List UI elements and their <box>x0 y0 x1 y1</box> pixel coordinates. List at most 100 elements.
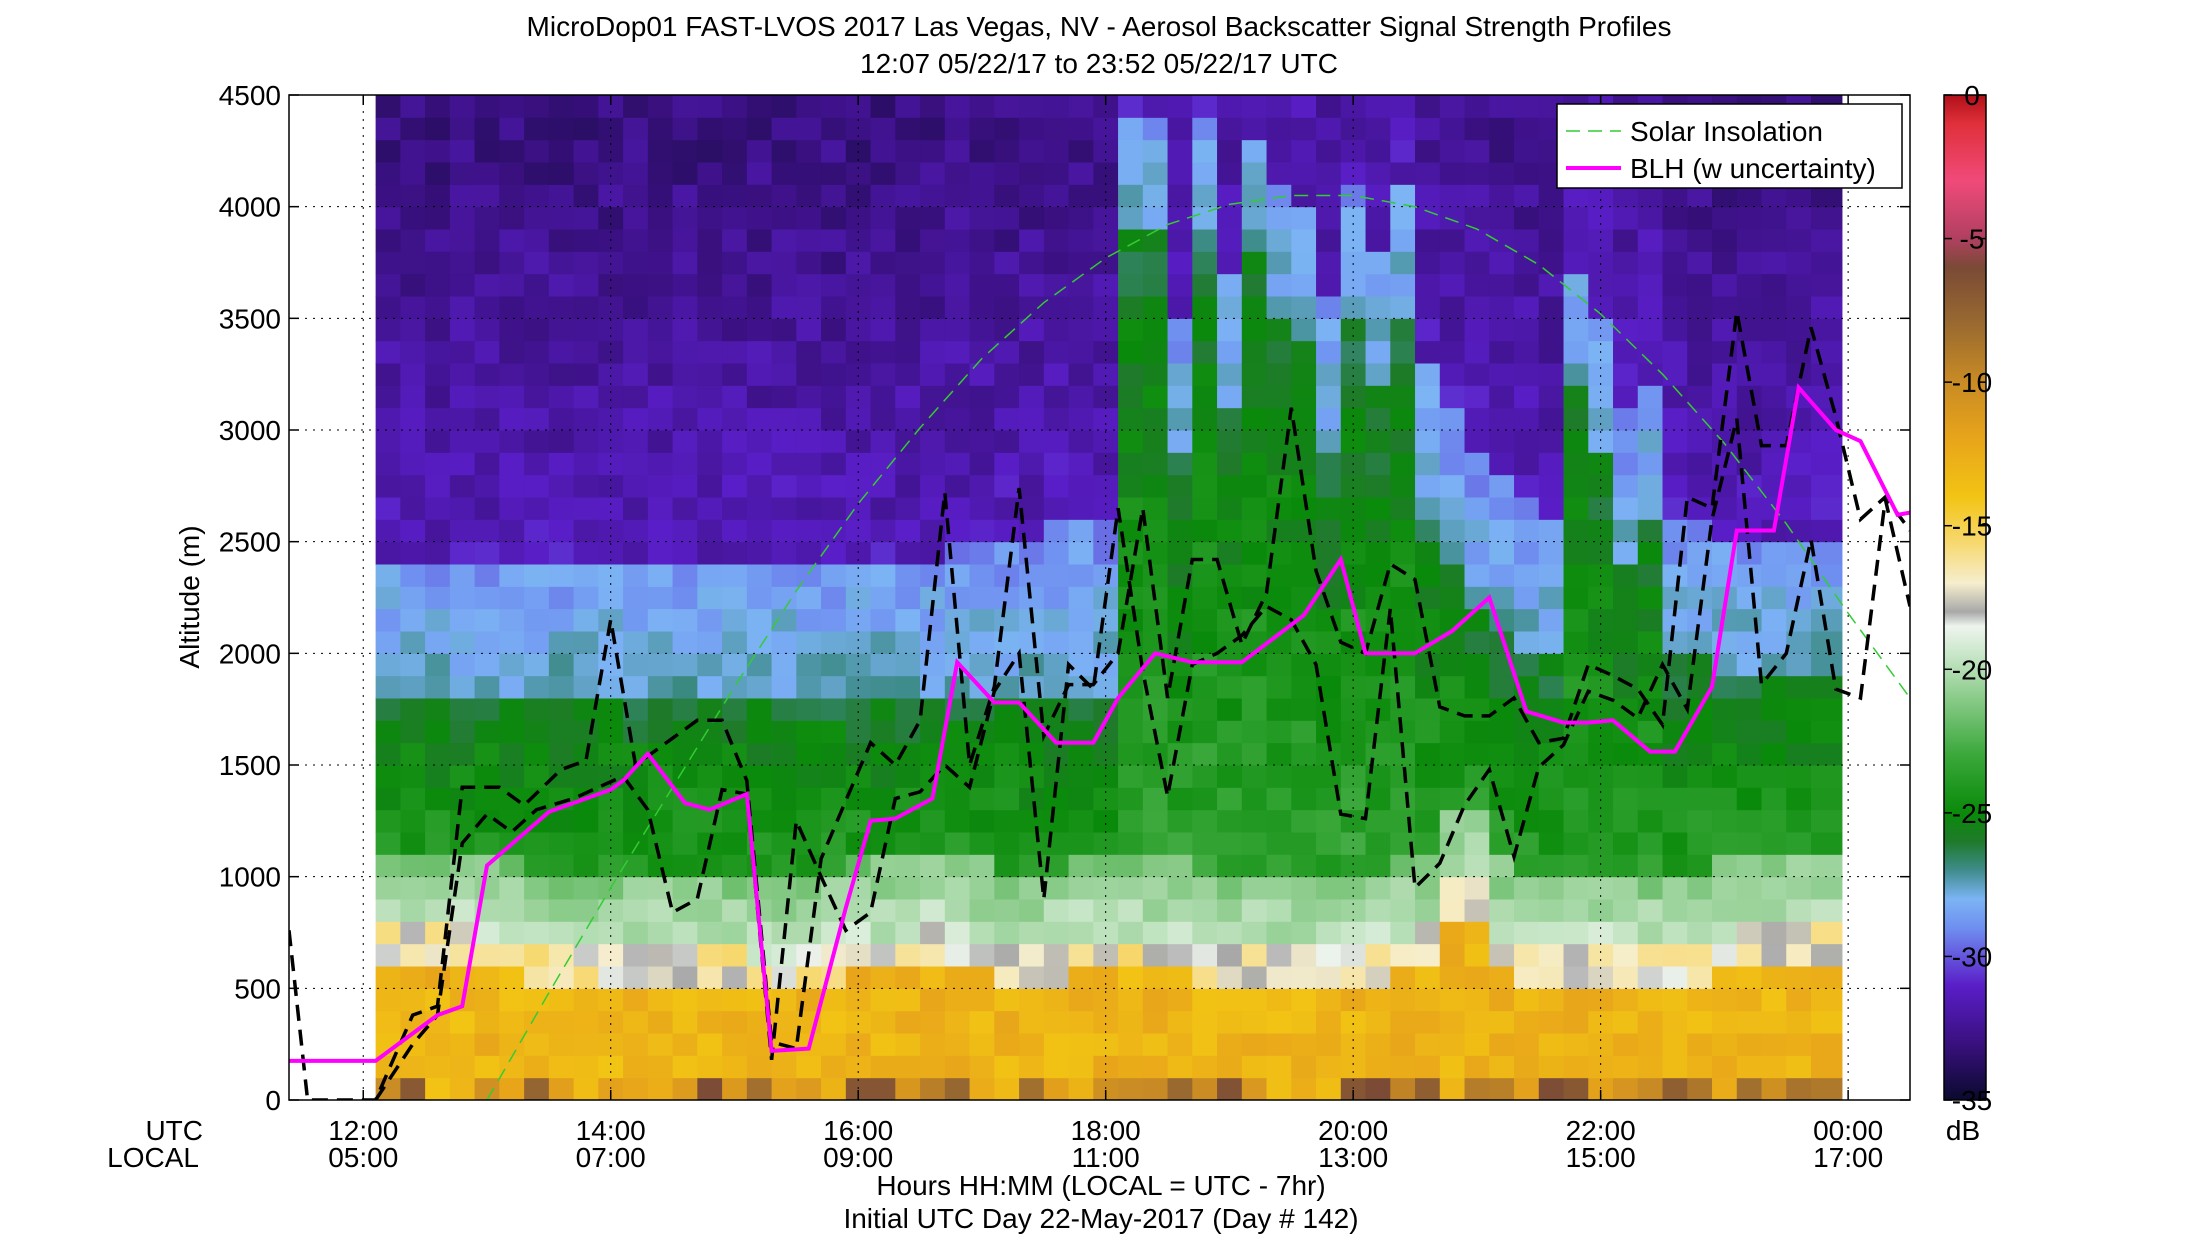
heatmap-cell <box>1093 184 1125 208</box>
heatmap-cell <box>1687 1033 1719 1056</box>
heatmap-cell <box>944 943 977 967</box>
heatmap-cell <box>1266 675 1298 699</box>
heatmap-cell <box>1811 452 1843 476</box>
heatmap-cell <box>1514 966 1546 989</box>
heatmap-cell <box>499 854 531 878</box>
heatmap-cell <box>1538 430 1571 453</box>
heatmap-cell <box>647 251 680 275</box>
heatmap-cell <box>1217 899 1249 922</box>
heatmap-cell <box>425 273 457 297</box>
heatmap-cell <box>1043 162 1076 185</box>
heatmap-cell <box>1538 229 1571 252</box>
heatmap-cell <box>499 117 531 141</box>
heatmap-cell <box>375 921 408 945</box>
heatmap-cell <box>1489 184 1521 208</box>
heatmap-cell <box>598 519 630 543</box>
heatmap-cell <box>598 586 630 610</box>
heatmap-cell <box>1761 854 1793 878</box>
heatmap-cell <box>1538 966 1571 989</box>
heatmap-cell <box>1637 184 1670 208</box>
heatmap-cell <box>1662 340 1694 364</box>
heatmap-cell <box>1241 363 1274 386</box>
heatmap-cell <box>375 139 408 163</box>
heatmap-cell <box>1241 765 1274 788</box>
heatmap-cell <box>1613 541 1645 565</box>
heatmap-cell <box>1316 385 1348 409</box>
heatmap-cell <box>524 318 556 342</box>
heatmap-cell <box>573 430 606 453</box>
heatmap-cell <box>1514 206 1546 230</box>
heatmap-cell <box>1093 586 1125 610</box>
heatmap-cell <box>1118 363 1150 386</box>
heatmap-cell <box>1118 273 1150 297</box>
heatmap-cell <box>1192 921 1224 945</box>
heatmap-cell <box>1118 296 1150 319</box>
heatmap-cell <box>870 363 903 386</box>
heatmap-cell <box>1266 765 1298 788</box>
heatmap-cell <box>1390 921 1422 945</box>
heatmap-cell <box>1563 832 1595 855</box>
heatmap-cell <box>1043 95 1076 118</box>
heatmap-cell <box>623 854 655 878</box>
heatmap-cell <box>845 586 878 610</box>
heatmap-cell <box>1068 541 1100 565</box>
heatmap-cell <box>821 318 853 342</box>
heatmap-cell <box>474 809 507 833</box>
heatmap-cell <box>895 876 927 900</box>
colorbar-tick-label: -20 <box>1952 654 1992 685</box>
heatmap-cell <box>771 765 804 788</box>
heatmap-cell <box>449 363 482 386</box>
heatmap-cell <box>1068 742 1100 766</box>
heatmap-cell <box>1365 698 1397 721</box>
heatmap-cell <box>1167 206 1199 230</box>
heatmap-cell <box>598 988 630 1012</box>
heatmap-cell <box>1761 184 1793 208</box>
heatmap-cell <box>1489 1077 1521 1100</box>
heatmap-cell <box>1489 117 1521 141</box>
heatmap-cell <box>1761 899 1793 922</box>
heatmap-cell <box>1712 184 1744 208</box>
heatmap-cell <box>796 519 828 543</box>
heatmap-cell <box>1118 720 1150 744</box>
heatmap-cell <box>1712 273 1744 297</box>
heatmap-cell <box>1489 943 1521 967</box>
heatmap-cell <box>746 742 779 766</box>
heatmap-cell <box>474 966 507 989</box>
heatmap-cell <box>1439 876 1472 900</box>
heatmap-cell <box>1761 809 1793 833</box>
heatmap-cell <box>1736 876 1769 900</box>
heatmap-cell <box>425 631 457 654</box>
heatmap-cell <box>425 363 457 386</box>
heatmap-cell <box>672 296 705 319</box>
heatmap-cell <box>1786 184 1818 208</box>
heatmap-cell <box>647 184 680 208</box>
heatmap-cell <box>1563 966 1595 989</box>
heatmap-cell <box>821 720 853 744</box>
heatmap-cell <box>1613 318 1645 342</box>
heatmap-cell <box>1514 742 1546 766</box>
heatmap-cell <box>1340 407 1373 431</box>
heatmap-cell <box>870 988 903 1012</box>
heatmap-cell <box>1464 1055 1496 1079</box>
heatmap-cell <box>1093 318 1125 342</box>
heatmap-cell <box>1687 296 1719 319</box>
heatmap-cell <box>1415 720 1447 744</box>
heatmap-cell <box>598 698 630 721</box>
heatmap-cell <box>1712 1077 1744 1100</box>
heatmap-cell <box>722 631 754 654</box>
heatmap-cell <box>573 564 606 587</box>
heatmap-cell <box>548 407 581 431</box>
heatmap-cell <box>1043 1010 1076 1034</box>
heatmap-cell <box>746 95 779 118</box>
heatmap-cell <box>895 318 927 342</box>
heatmap-cell <box>1068 765 1100 788</box>
heatmap-cell <box>697 608 729 632</box>
heatmap-cell <box>1217 608 1249 632</box>
heatmap-cell <box>1167 95 1199 118</box>
colorbar-unit: dB <box>1946 1115 1980 1146</box>
heatmap-cell <box>1415 564 1447 587</box>
heatmap-cell <box>375 251 408 275</box>
heatmap-cell <box>895 117 927 141</box>
heatmap-cell <box>1415 541 1447 565</box>
heatmap-cell <box>598 541 630 565</box>
